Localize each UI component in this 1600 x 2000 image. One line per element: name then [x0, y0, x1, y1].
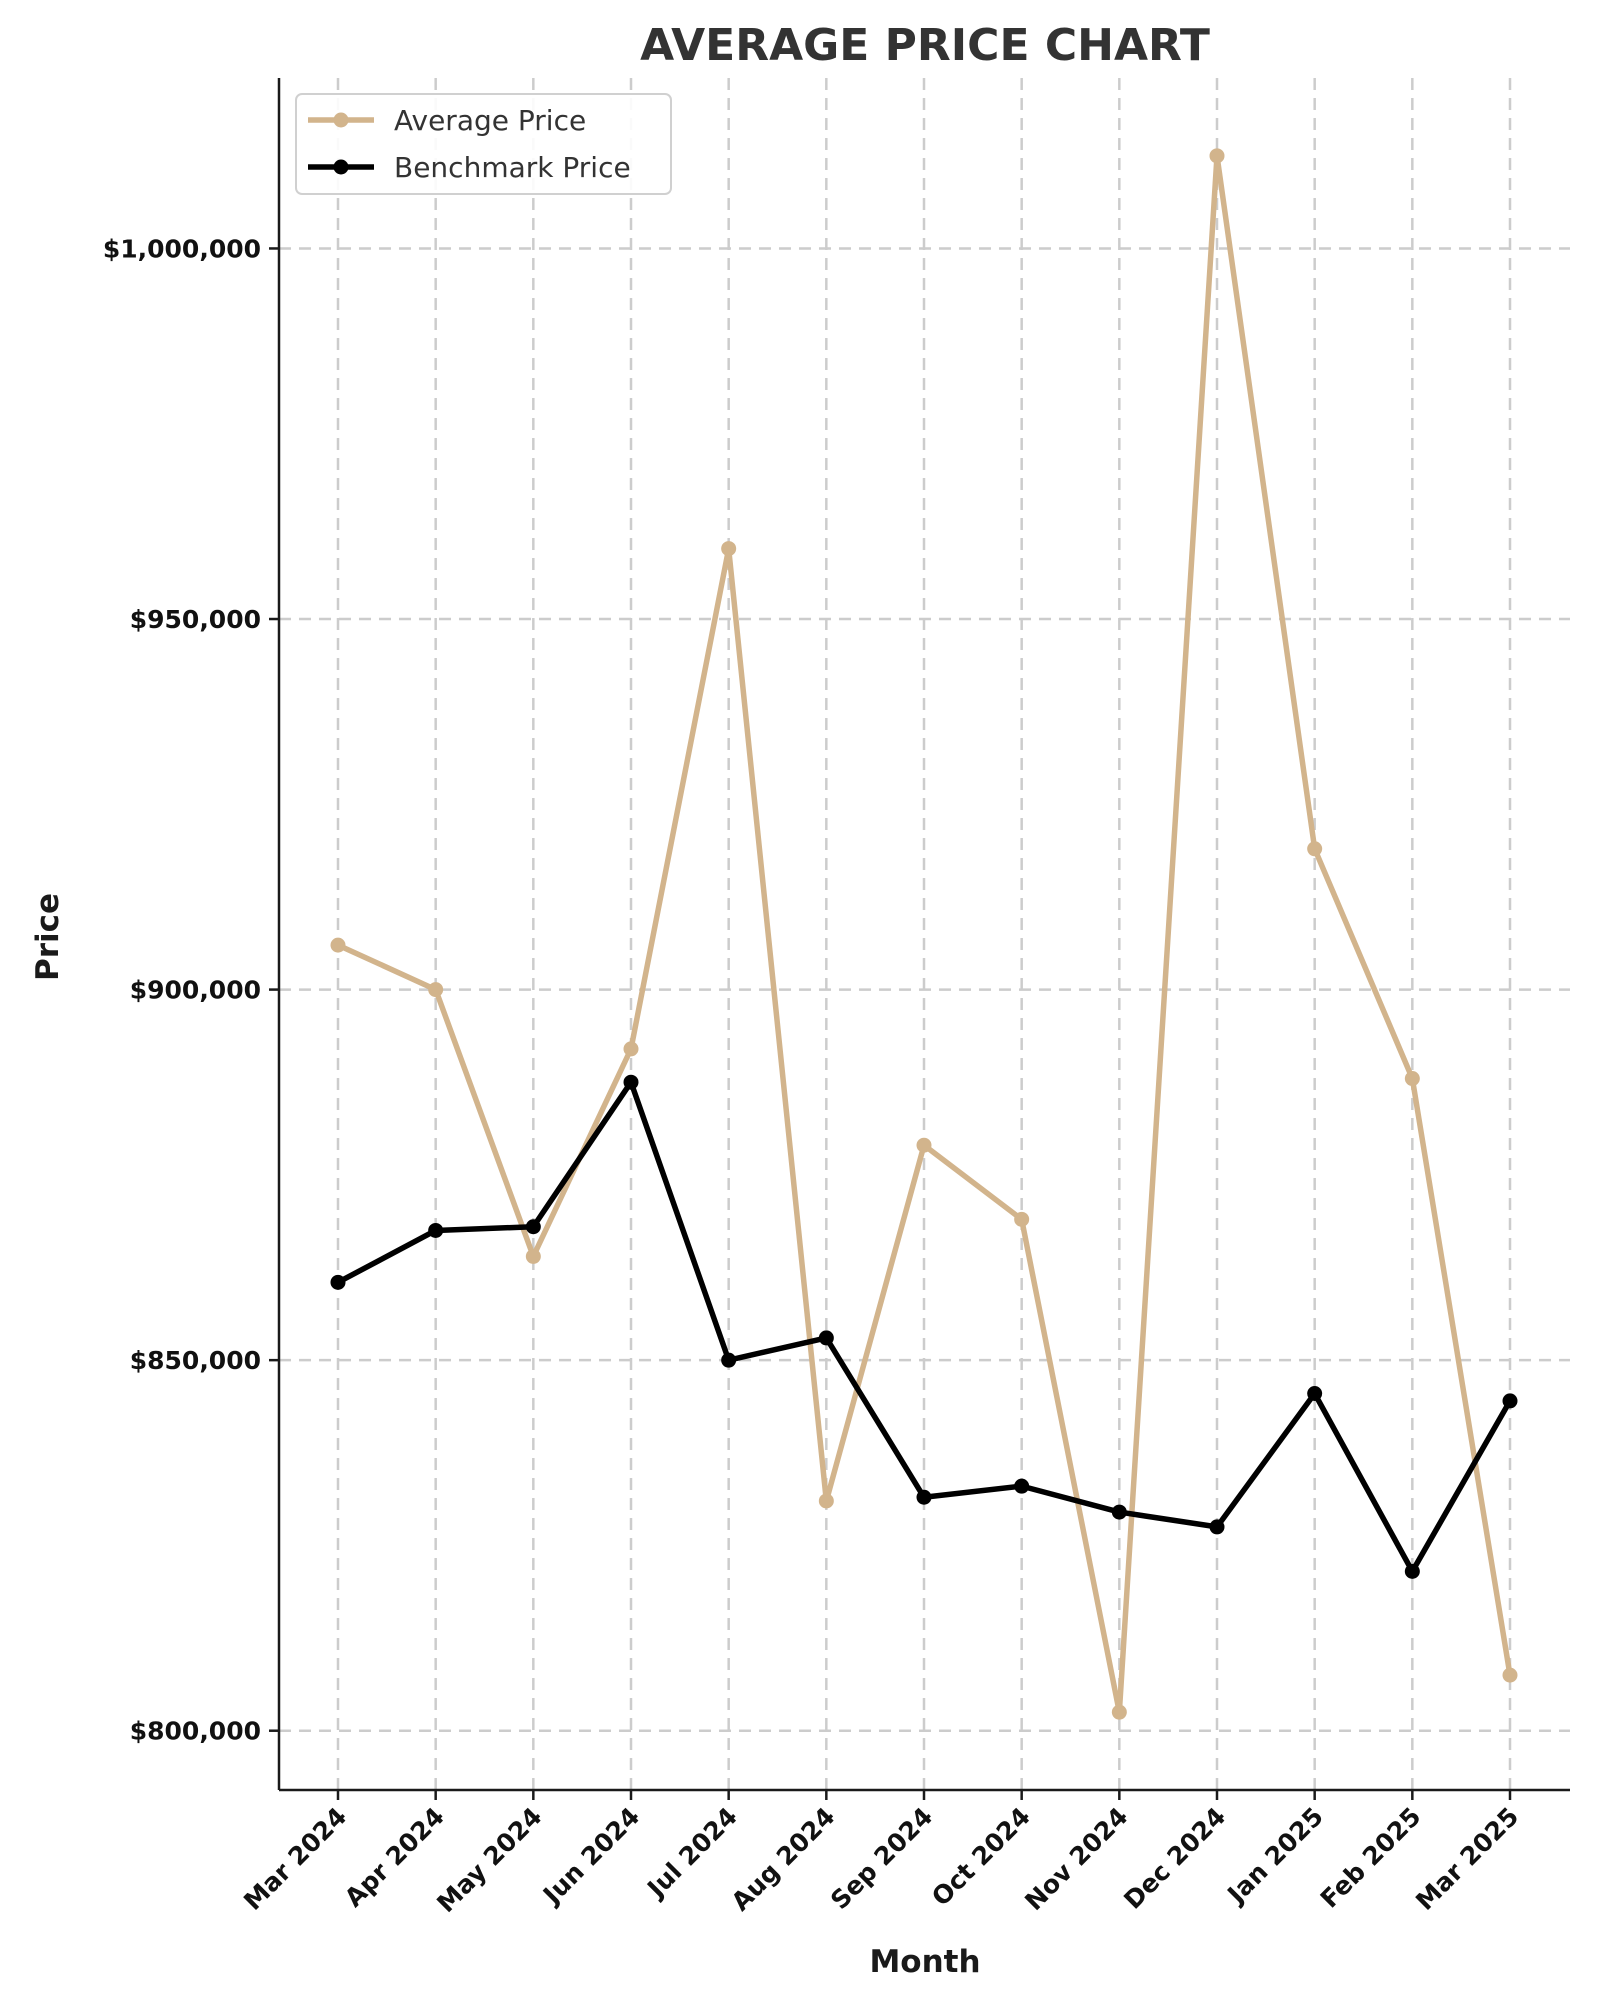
data-point	[623, 1041, 639, 1057]
data-point	[1209, 1519, 1225, 1535]
series-1	[330, 1074, 1518, 1579]
data-point	[1307, 1385, 1323, 1401]
data-point	[525, 1248, 541, 1264]
axes	[269, 78, 1570, 1800]
data-point	[1404, 1071, 1420, 1087]
x-tick-label: Aug 2024	[726, 1802, 841, 1917]
x-tick-label: Mar 2025	[1410, 1802, 1524, 1916]
x-tick-label: Dec 2024	[1118, 1802, 1231, 1915]
legend-marker	[333, 159, 349, 175]
data-point	[916, 1137, 932, 1153]
data-point	[1209, 148, 1225, 164]
x-tick-label: Jun 2024	[536, 1802, 645, 1911]
y-tick-label: $950,000	[130, 605, 261, 634]
x-axis-label: Month	[869, 1944, 980, 1980]
data-point	[916, 1489, 932, 1505]
data-point	[525, 1219, 541, 1235]
data-point	[818, 1493, 834, 1509]
grid	[279, 78, 1570, 1790]
data-point	[623, 1074, 639, 1090]
legend-box	[295, 93, 672, 195]
data-point	[721, 541, 737, 557]
data-point	[1111, 1504, 1127, 1520]
y-tick-label: $900,000	[130, 976, 261, 1005]
data-point	[1014, 1478, 1030, 1494]
data-point	[818, 1330, 834, 1346]
legend: Average Price Benchmark Price	[295, 93, 672, 195]
series	[330, 148, 1518, 1720]
x-tick-label: Sep 2024	[825, 1802, 938, 1915]
legend-label: Average Price	[394, 104, 586, 137]
data-point	[1404, 1563, 1420, 1579]
series-0	[330, 148, 1518, 1720]
y-tick-labels: $800,000 $850,000 $900,000 $950,000 $1,000,0…	[103, 234, 261, 1745]
data-point	[428, 982, 444, 998]
data-point	[1502, 1393, 1518, 1409]
legend-label: Benchmark Price	[394, 151, 631, 184]
y-tick-label: $850,000	[130, 1346, 261, 1375]
data-point	[330, 1274, 346, 1290]
y-axis-label: Price	[30, 893, 66, 981]
chart-title: AVERAGE PRICE CHART	[640, 20, 1210, 71]
data-point	[428, 1222, 444, 1238]
x-tick-label: Jul 2024	[640, 1802, 742, 1904]
data-point	[1014, 1211, 1030, 1227]
data-point	[330, 937, 346, 953]
x-tick-label: Feb 2025	[1315, 1802, 1427, 1914]
y-tick-label: $800,000	[130, 1717, 261, 1746]
x-tick-label: May 2024	[431, 1802, 547, 1918]
x-tick-label: Nov 2024	[1019, 1802, 1133, 1916]
x-tick-label: Mar 2024	[238, 1802, 352, 1916]
x-tick-label: Jan 2025	[1221, 1802, 1329, 1910]
legend-marker	[333, 112, 349, 128]
data-point	[721, 1352, 737, 1368]
data-point	[1111, 1704, 1127, 1720]
data-point	[1502, 1667, 1518, 1683]
data-point	[1307, 841, 1323, 857]
y-tick-label: $1,000,000	[103, 234, 261, 263]
